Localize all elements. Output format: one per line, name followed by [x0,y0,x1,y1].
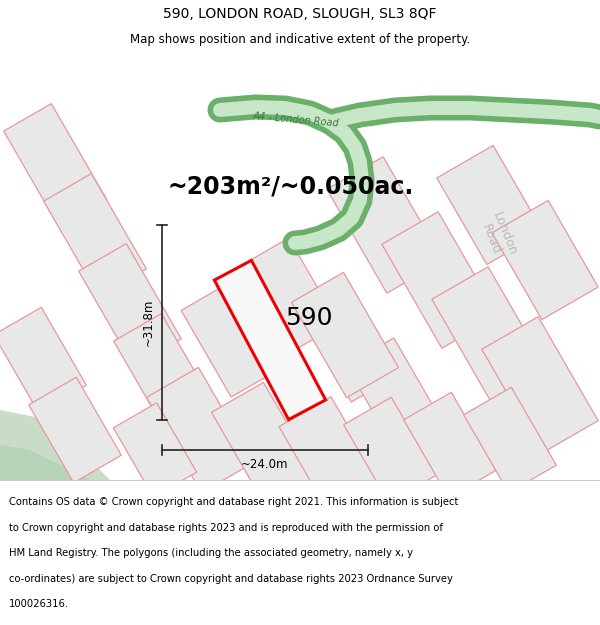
Text: to Crown copyright and database rights 2023 and is reproduced with the permissio: to Crown copyright and database rights 2… [9,522,443,532]
Polygon shape [292,272,398,398]
Polygon shape [492,201,598,319]
Polygon shape [0,410,110,480]
Polygon shape [344,398,436,502]
Polygon shape [113,403,197,497]
Polygon shape [404,392,496,498]
Text: Map shows position and indicative extent of the property.: Map shows position and indicative extent… [130,32,470,46]
Text: co-ordinates) are subject to Crown copyright and database rights 2023 Ordnance S: co-ordinates) are subject to Crown copyr… [9,574,453,584]
Polygon shape [44,174,146,296]
Polygon shape [146,368,253,493]
Polygon shape [0,445,90,480]
Polygon shape [327,157,443,293]
Text: ~24.0m: ~24.0m [241,458,289,471]
Polygon shape [79,244,181,366]
Polygon shape [482,317,598,453]
Text: Contains OS data © Crown copyright and database right 2021. This information is : Contains OS data © Crown copyright and d… [9,498,458,508]
Polygon shape [0,308,86,412]
Text: HM Land Registry. The polygons (including the associated geometry, namely x, y: HM Land Registry. The polygons (includin… [9,548,413,558]
Polygon shape [214,261,326,419]
Polygon shape [212,382,319,508]
Polygon shape [382,212,498,348]
Polygon shape [346,338,444,452]
Text: ~203m²/~0.050ac.: ~203m²/~0.050ac. [168,174,414,198]
Polygon shape [4,104,106,226]
Text: 590: 590 [285,306,332,330]
Text: 590, LONDON ROAD, SLOUGH, SL3 8QF: 590, LONDON ROAD, SLOUGH, SL3 8QF [163,7,437,21]
Polygon shape [301,288,399,402]
Polygon shape [464,388,556,492]
Text: 100026316.: 100026316. [9,599,69,609]
Polygon shape [279,397,381,513]
Text: ~31.8m: ~31.8m [142,299,155,346]
Text: London
Road: London Road [476,210,520,263]
Text: A4 - London Road: A4 - London Road [252,111,339,129]
Polygon shape [29,378,121,482]
Polygon shape [181,283,279,397]
Polygon shape [432,267,548,403]
Polygon shape [437,146,543,264]
Polygon shape [241,238,339,352]
Polygon shape [113,314,217,436]
